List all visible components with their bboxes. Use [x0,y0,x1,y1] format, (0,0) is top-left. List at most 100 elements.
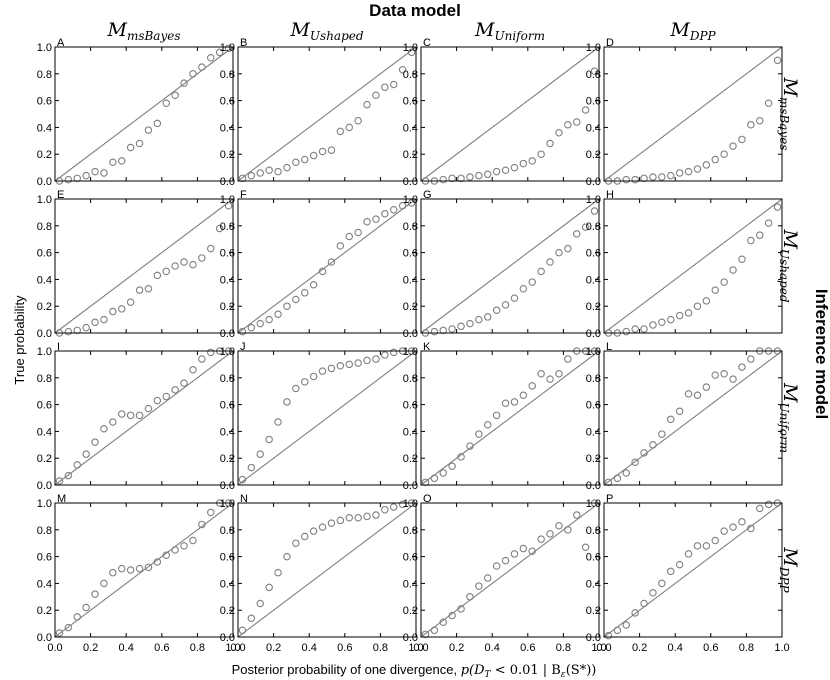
col-title-4-main: M [669,19,690,41]
point-K-3 [439,469,447,477]
point-I-14 [171,386,179,394]
y-tick-label-P: 0.8 [586,525,601,537]
y-tick-label-L: 0.6 [586,400,601,412]
point-D-18 [755,116,764,125]
panel-D: 0.0 0.2 0.4 0.6 0.8 1.0 D [586,37,783,188]
x-tick-label-N: 0.6 [337,642,352,654]
point-K-15 [546,375,554,383]
point-K-13 [528,382,536,390]
point-H-15 [729,266,737,274]
plot-frame-E [54,198,234,334]
point-P-14 [720,527,728,535]
point-D-11 [693,165,702,173]
point-M-14 [171,546,179,554]
y-tick-label-M: 0.4 [37,578,52,590]
point-G-19 [581,223,590,231]
point-O-3 [439,618,447,627]
y-tick-label-O: 0.6 [403,552,418,564]
y-tick-label-J: 0.4 [220,426,235,438]
point-J-12 [336,361,345,370]
y-tick-label-L: 0.8 [586,373,601,385]
point-B-17 [381,83,389,91]
point-N-11 [327,519,336,527]
y-tick-label-E: 0.2 [37,301,52,313]
point-H-8 [666,315,675,324]
row-title-2-sub: Ushaped [777,249,791,303]
point-K-8 [483,420,492,429]
point-L-3 [622,469,630,477]
point-B-10 [318,147,327,156]
reference-line-F [237,198,417,334]
y-tick-label-A: 0.2 [37,149,52,161]
point-N-6 [283,552,291,561]
y-tick-label-N: 0.2 [220,605,235,617]
point-I-8 [118,410,126,418]
y-tick-label-H: 1.0 [586,194,601,206]
point-N-7 [292,539,300,547]
panel-A: 0.0 0.2 0.4 0.6 0.8 1.0 A [37,37,234,188]
point-C-8 [483,170,492,179]
x-tick-label-P: 1.0 [774,642,789,654]
panel-K: 0.0 0.2 0.4 0.6 0.8 1.0 K [403,341,600,492]
point-G-15 [546,258,554,266]
point-J-11 [327,364,336,373]
point-K-9 [492,411,501,420]
point-K-10 [501,399,510,408]
point-D-4 [631,175,639,184]
point-L-15 [729,375,737,383]
point-E-2 [64,327,73,336]
point-B-2 [247,171,256,180]
y-tick-label-L: 0.2 [586,453,601,465]
x-tick-label-M: 0.2 [83,642,98,654]
point-D-17 [747,120,755,129]
panel-E: 0.0 0.2 0.4 0.6 0.8 1.0 E [37,189,234,340]
y-tick-label-A: 0.0 [37,176,52,188]
plot-frame-F [237,198,417,334]
point-N-17 [381,505,389,514]
y-tick-label-F: 0.4 [220,274,235,286]
point-B-14 [354,116,362,125]
point-O-10 [501,556,510,565]
y-tick-label-C: 0.8 [403,69,418,81]
col-title-3: MUniform [474,19,545,43]
point-G-16 [555,248,563,257]
point-A-14 [171,91,179,99]
point-G-3 [439,326,447,335]
point-A-6 [100,169,108,177]
x-tick-label-N: 0.2 [266,642,281,654]
point-P-13 [711,536,719,545]
point-P-9 [675,560,684,569]
panel-letter-H: H [606,189,614,201]
point-F-20 [407,199,416,207]
x-tick-label-O: 1.0 [591,642,606,654]
point-B-3 [256,169,264,177]
point-O-6 [466,593,474,601]
point-C-9 [492,167,501,176]
row-title-4: MDPP [777,546,801,593]
x-axis-label-math: p(D [461,663,485,678]
point-K-6 [466,442,474,450]
point-C-11 [510,163,519,172]
point-P-8 [666,567,675,576]
y-tick-label-F: 0.8 [220,221,235,233]
point-L-13 [711,371,719,379]
point-P-18 [755,504,764,513]
point-O-8 [483,574,492,582]
point-E-10 [135,286,144,294]
point-D-20 [773,56,782,65]
point-I-2 [64,471,73,480]
y-tick-label-M: 0.8 [37,525,52,537]
point-P-3 [622,621,630,629]
y-tick-label-K: 0.6 [403,400,418,412]
x-tick-label-P: 0.2 [632,642,647,654]
col-title-4: MDPP [669,19,716,43]
point-L-10 [684,390,693,398]
x-tick-label-O: 0.2 [449,642,464,654]
y-tick-label-D: 0.6 [586,96,601,108]
point-L-11 [693,391,702,399]
panel-letter-G: G [423,189,432,201]
y-tick-label-P: 0.2 [586,605,601,617]
y-tick-label-N: 1.0 [220,498,235,510]
point-E-3 [73,326,82,335]
